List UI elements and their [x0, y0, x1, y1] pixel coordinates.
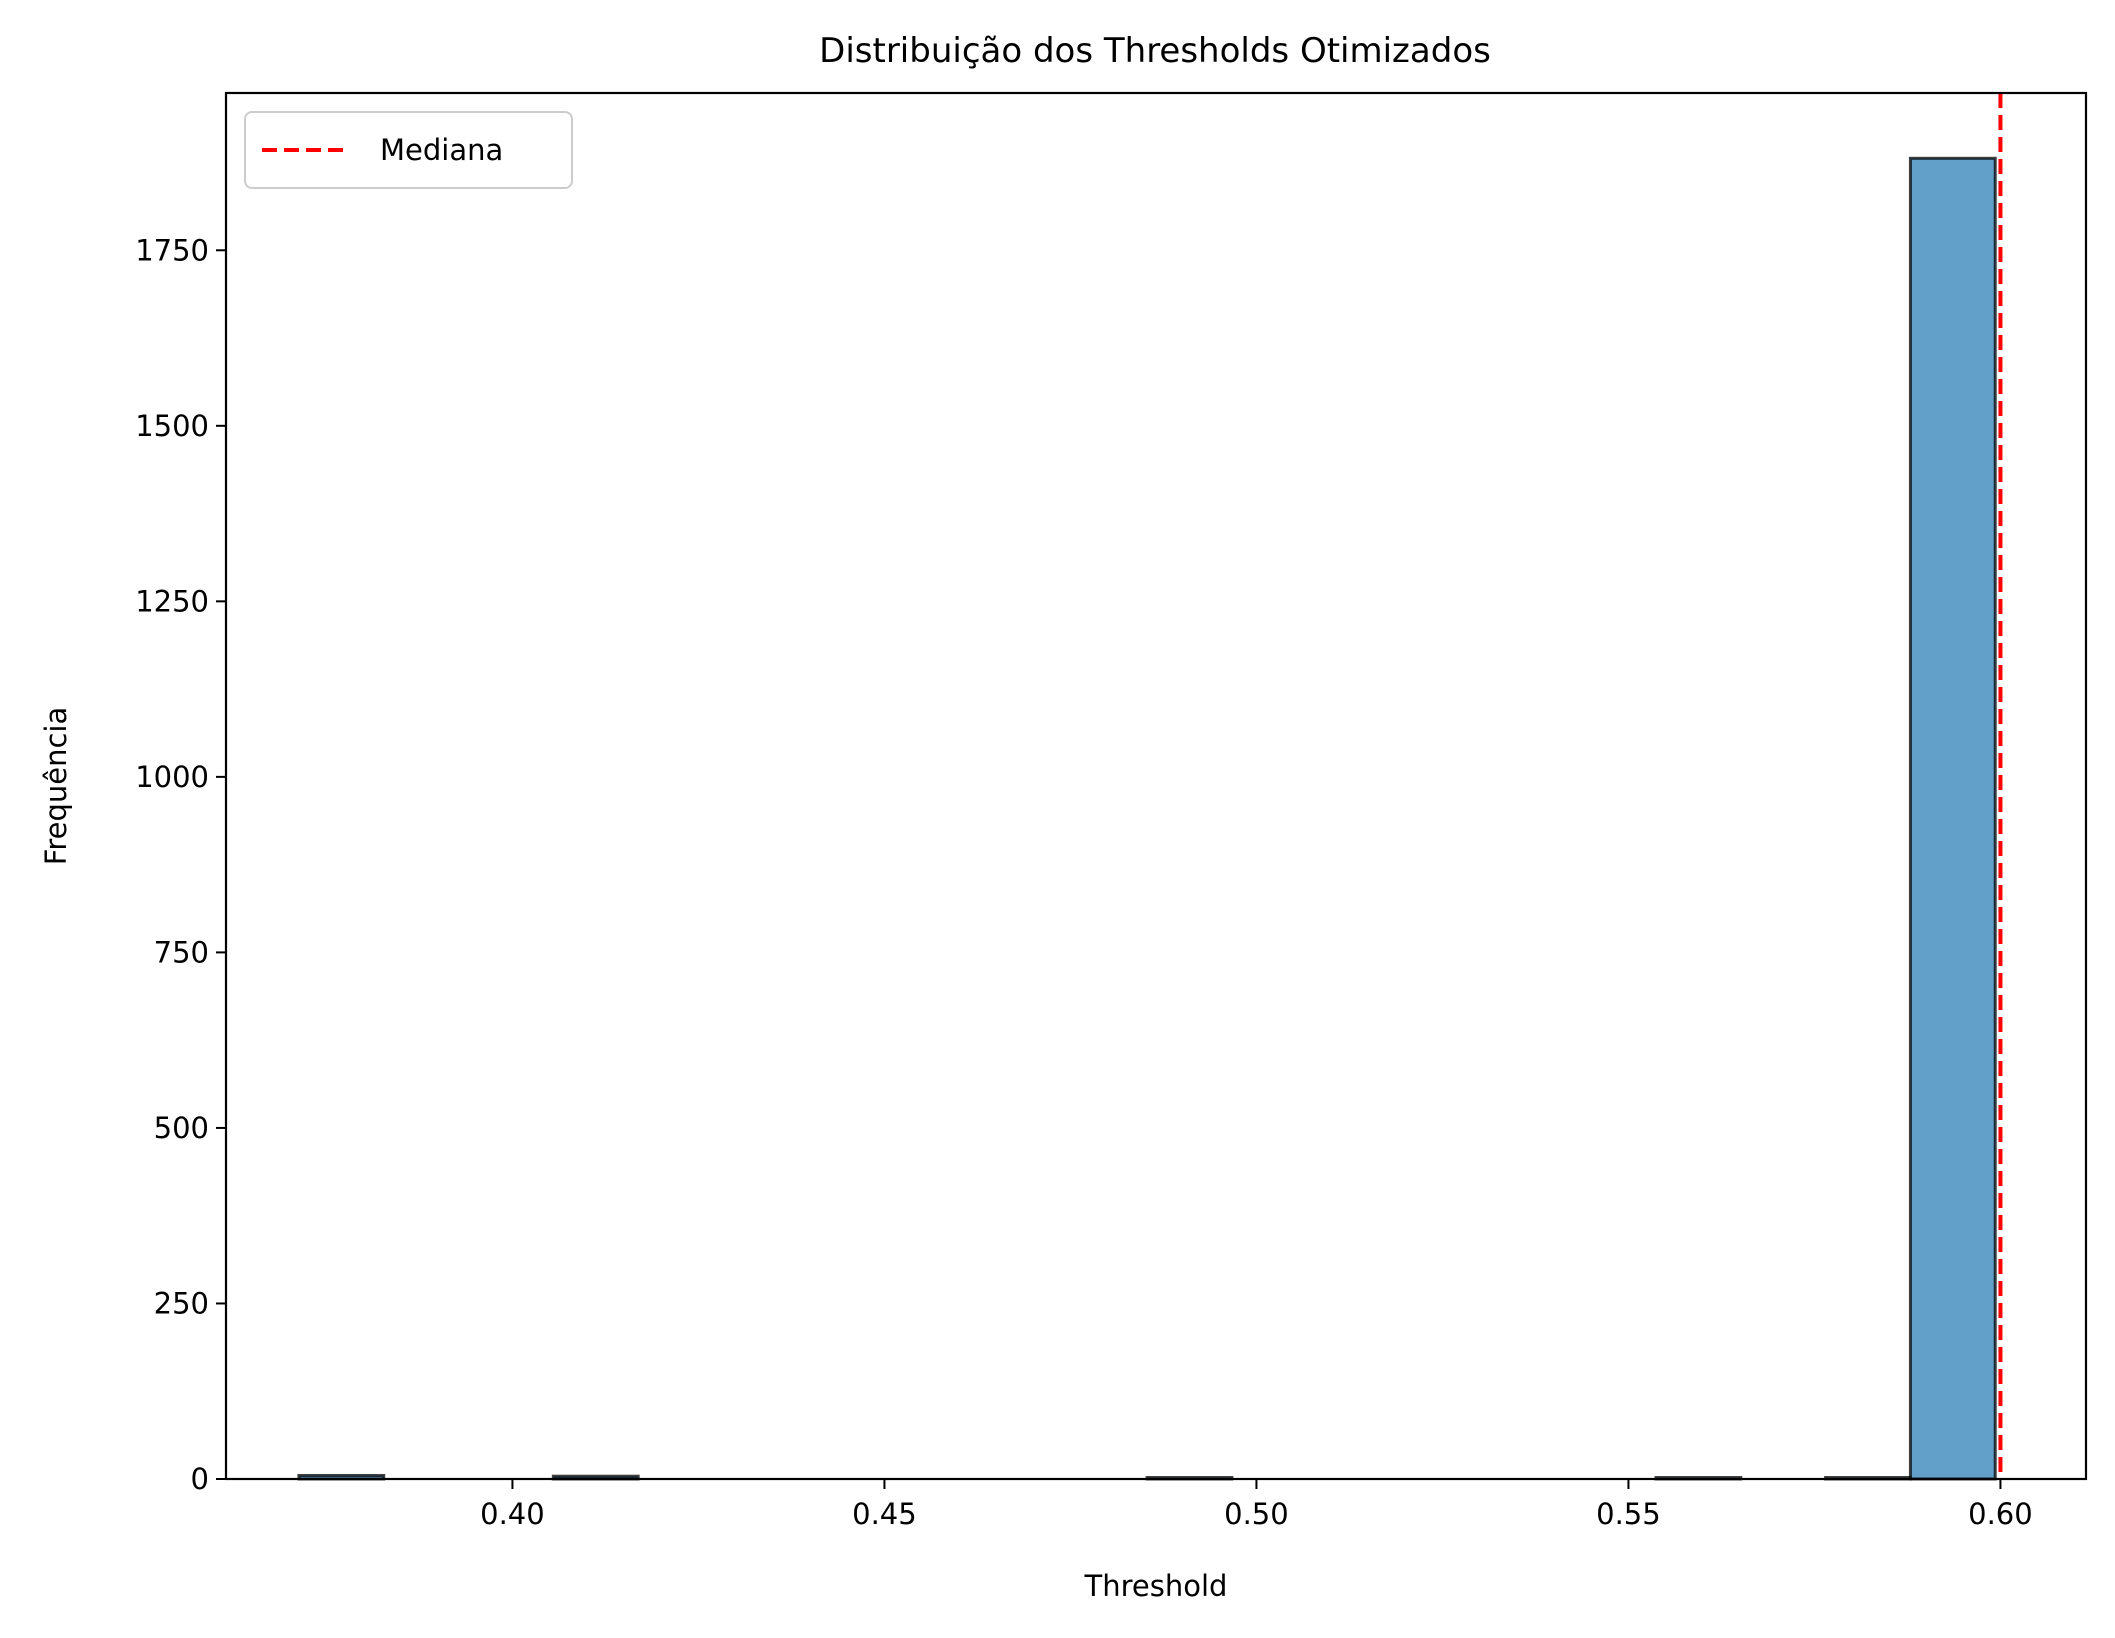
x-tick-label: 0.40 [480, 1497, 545, 1531]
y-axis-ticks: 0 250 500 750 1000 1250 1500 1750 [135, 233, 226, 1496]
y-tick-label: 250 [154, 1286, 209, 1320]
chart-title: Distribuição dos Thresholds Otimizados [819, 31, 1491, 71]
legend: Mediana [244, 111, 573, 189]
x-tick-label: 0.60 [1968, 1497, 2033, 1531]
histogram-bar [1908, 156, 1997, 1481]
legend-box [244, 111, 573, 189]
y-tick-label: 750 [154, 935, 209, 969]
x-tick-label: 0.45 [852, 1497, 917, 1531]
x-axis-ticks: 0.40 0.45 0.50 0.55 0.60 [480, 1479, 2033, 1531]
x-tick-label: 0.55 [1596, 1497, 1661, 1531]
legend-median-label: Mediana [380, 133, 503, 167]
x-tick-label: 0.50 [1224, 1497, 1289, 1531]
y-tick-label: 1500 [135, 409, 209, 443]
y-axis-label: Frequência [39, 707, 73, 865]
y-tick-label: 0 [191, 1462, 209, 1496]
y-tick-label: 500 [154, 1111, 209, 1145]
x-axis-label: Threshold [1084, 1569, 1228, 1603]
y-tick-label: 1250 [135, 584, 209, 618]
y-tick-label: 1000 [135, 760, 209, 794]
y-tick-label: 1750 [135, 233, 209, 267]
axes-frame [224, 91, 2088, 1481]
